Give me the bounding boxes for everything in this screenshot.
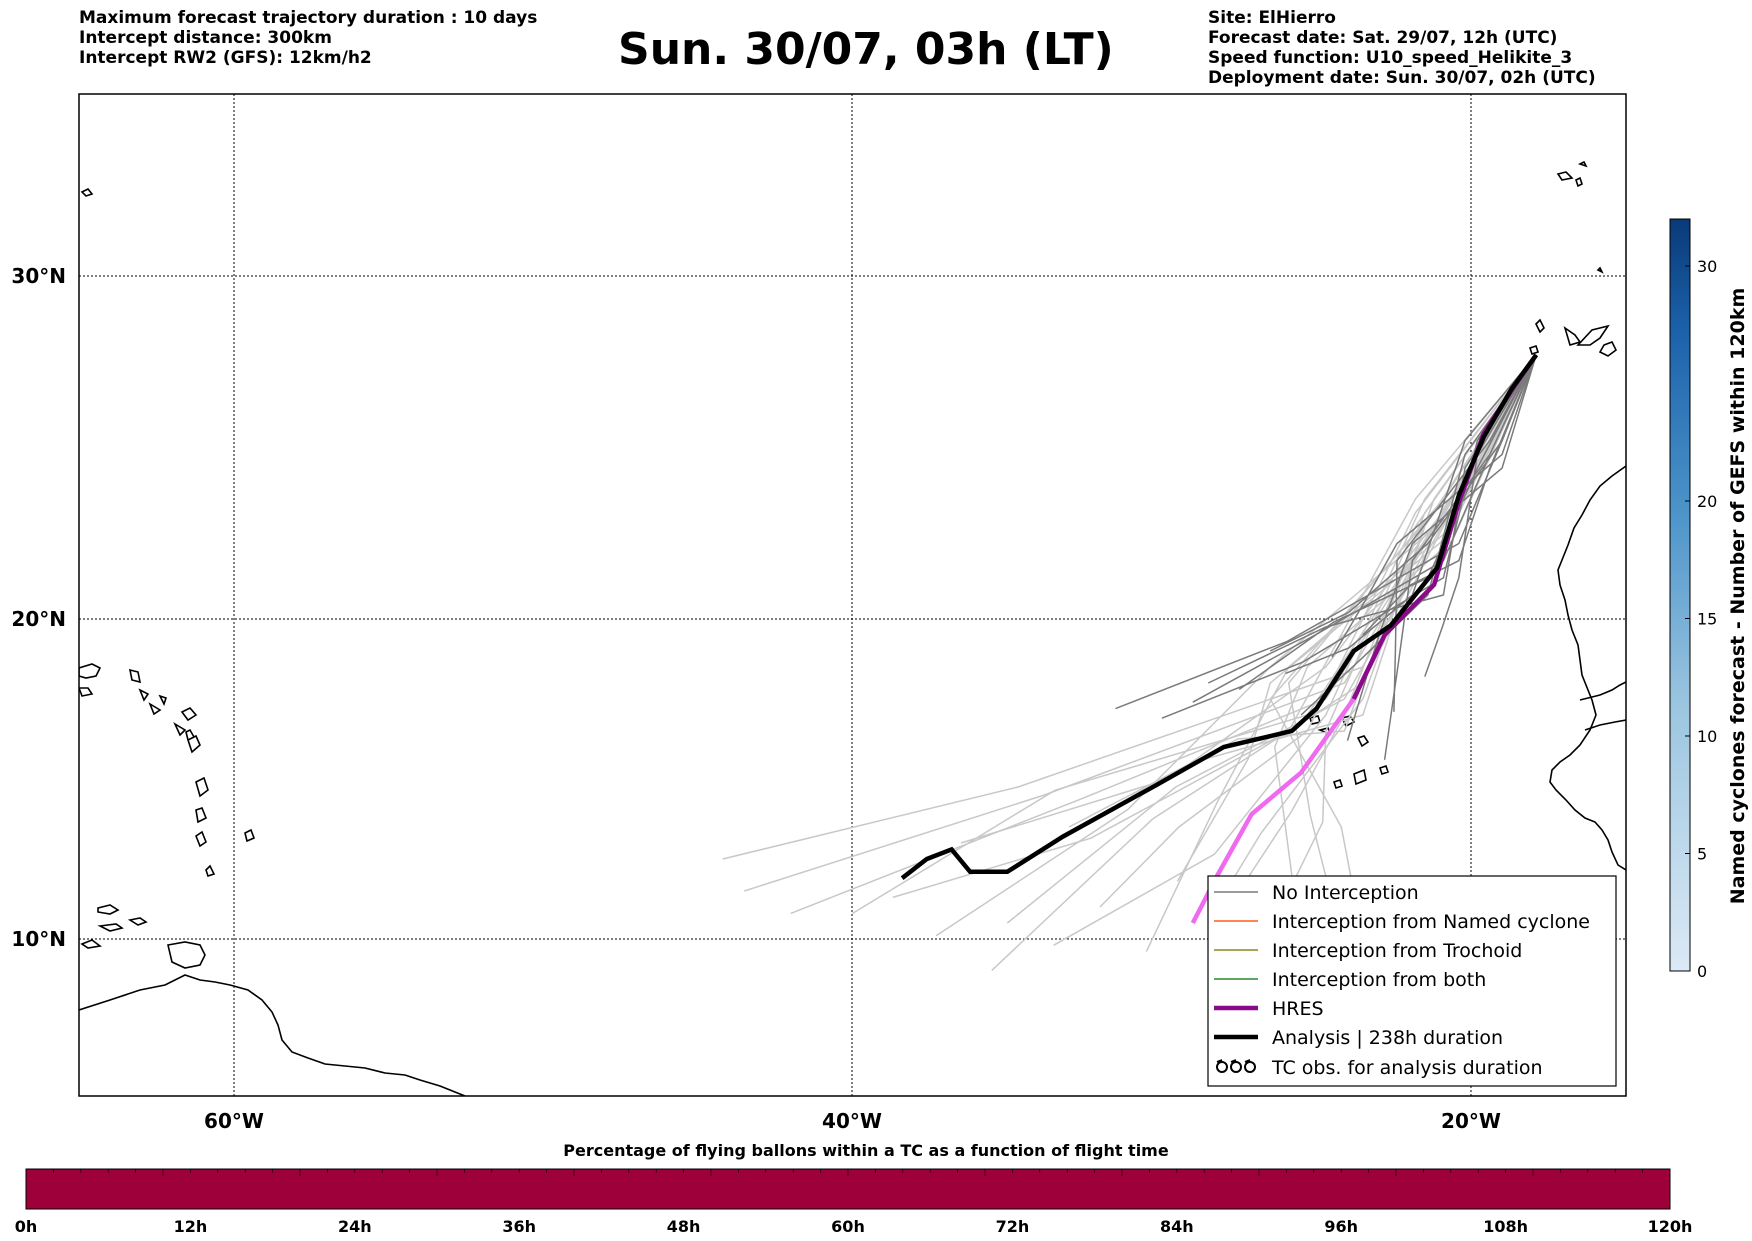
header-info-left: Maximum forecast trajectory duration : 1… xyxy=(79,8,537,68)
legend-both: Interception from both xyxy=(1272,969,1486,991)
tick-lon-40w: 40°W xyxy=(822,1109,882,1133)
ensemble-track-dark xyxy=(1362,354,1537,636)
header-intercept-distance: Intercept distance: 300km xyxy=(79,28,332,48)
ensemble-track-dark xyxy=(1424,354,1537,677)
ensemble-track-dark xyxy=(1383,354,1537,760)
time-bar-tick-label: 96h xyxy=(1324,1217,1358,1236)
coast-venezuela-islands xyxy=(80,904,148,949)
ensemble-track-light xyxy=(960,354,1537,844)
header-info-right: Site: ElHierro Forecast date: Sat. 29/07… xyxy=(1208,8,1596,88)
tc-symbol-icon xyxy=(1216,1059,1256,1073)
time-bar-tick-label: 120h xyxy=(1648,1217,1693,1236)
header-forecast-date: Forecast date: Sat. 29/07, 12h (UTC) xyxy=(1208,28,1558,48)
map-axis-labels: 60°W 40°W 20°W 30°N 20°N 10°N xyxy=(11,264,1501,1133)
header-deployment-date: Deployment date: Sun. 30/07, 02h (UTC) xyxy=(1208,68,1596,88)
tick-lat-10n: 10°N xyxy=(11,927,66,951)
map-frame xyxy=(78,93,1627,1097)
time-bar-tick-label: 24h xyxy=(338,1217,372,1236)
legend: No Interception Interception from Named … xyxy=(1207,875,1617,1087)
colorbar-tick-label: 5 xyxy=(1697,845,1707,864)
coast-lesser-antilles xyxy=(180,707,256,878)
colorbar-label: Named cyclones forecast - Number of GEFS… xyxy=(1727,288,1749,905)
colorbar-right: 0 5 10 15 20 30 Named cyclones forecast - Num… xyxy=(1669,218,1749,981)
tick-lat-20n: 20°N xyxy=(11,607,66,631)
header-max-duration: Maximum forecast trajectory duration : 1… xyxy=(79,8,538,28)
coast-canaries xyxy=(1528,318,1618,357)
ensemble-track-dark xyxy=(1393,354,1537,712)
time-bar-tick-label: 108h xyxy=(1483,1217,1528,1236)
time-bar-tick-label: 0h xyxy=(15,1217,38,1236)
colorbar-gradient xyxy=(1669,218,1691,972)
coastlines xyxy=(79,160,1626,1096)
coast-hispaniola xyxy=(79,187,187,737)
time-bar-tick-label: 12h xyxy=(174,1217,208,1236)
header-site: Site: ElHierro xyxy=(1208,8,1336,28)
coast-south-america xyxy=(79,974,466,1096)
header-intercept-rw2: Intercept RW2 (GFS): 12km/h2 xyxy=(79,48,372,68)
time-bar-tick-label: 48h xyxy=(667,1217,701,1236)
coast-trinidad xyxy=(167,941,206,969)
analysis-track xyxy=(900,353,1539,880)
time-bar-title: Percentage of flying ballons within a TC… xyxy=(563,1141,1169,1160)
tick-lon-20w: 20°W xyxy=(1441,1109,1501,1133)
time-bar-tick-label: 84h xyxy=(1160,1217,1194,1236)
colorbar-tick-label: 10 xyxy=(1697,727,1717,746)
coast-cape-verde xyxy=(1308,715,1390,790)
time-bar-tick-label: 60h xyxy=(831,1217,865,1236)
tick-lon-60w: 60°W xyxy=(204,1109,264,1133)
legend-tc-obs: TC obs. for analysis duration xyxy=(1271,1057,1543,1079)
header-speed-function: Speed function: U10_speed_Helikite_3 xyxy=(1208,48,1573,68)
page-title: Sun. 30/07, 03h (LT) xyxy=(618,24,1114,75)
legend-hres: HRES xyxy=(1272,998,1324,1020)
legend-named-cyclone: Interception from Named cyclone xyxy=(1272,911,1590,933)
time-bar-tick-label: 36h xyxy=(502,1217,536,1236)
ensemble-track-dark xyxy=(1300,354,1537,716)
ensemble-track-dark xyxy=(1331,354,1537,658)
legend-trochoid: Interception from Trochoid xyxy=(1272,940,1522,962)
time-bar: Percentage of flying ballons within a TC… xyxy=(15,1141,1693,1236)
legend-no-interception: No Interception xyxy=(1272,882,1419,904)
colorbar-tick-label: 30 xyxy=(1697,257,1717,276)
legend-box xyxy=(1207,875,1617,1087)
coast-senegal-detail xyxy=(1579,681,1626,731)
tick-lat-30n: 30°N xyxy=(11,264,66,288)
time-bar-tick-label: 72h xyxy=(996,1217,1030,1236)
colorbar-tick-label: 15 xyxy=(1697,610,1717,629)
legend-analysis: Analysis | 238h duration xyxy=(1272,1027,1503,1049)
colorbar-tick-label: 0 xyxy=(1697,962,1707,981)
ensemble-track-dark xyxy=(1269,354,1537,652)
colorbar-tick-label: 20 xyxy=(1697,492,1717,511)
coast-north-africa xyxy=(1549,465,1626,871)
coast-madeira xyxy=(1556,160,1604,274)
